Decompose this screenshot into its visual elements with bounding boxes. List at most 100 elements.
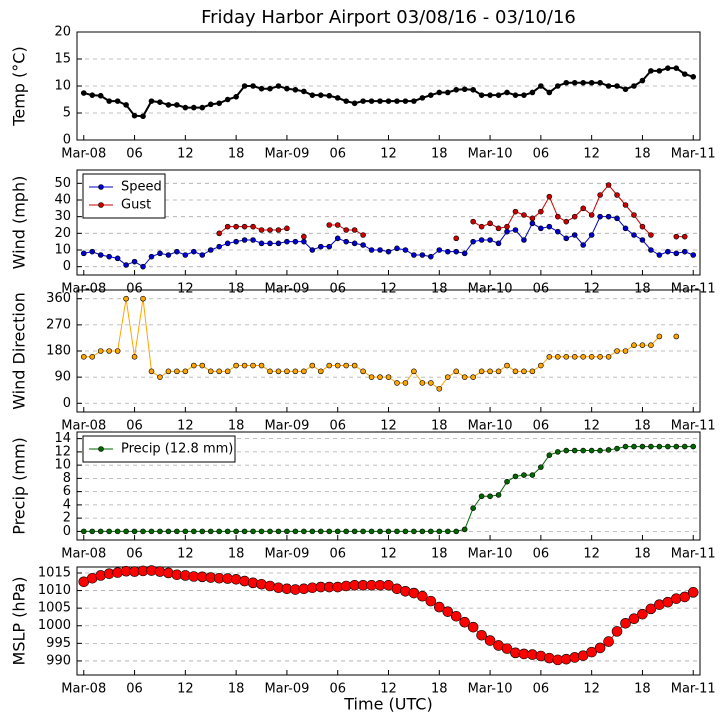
x-tick-label: 18 [431, 282, 448, 297]
data-point [343, 227, 349, 233]
y-tick-label: 0 [63, 524, 71, 539]
data-point [309, 247, 316, 253]
x-tick-label: Mar-09 [264, 682, 309, 697]
data-point [538, 225, 544, 232]
x-tick-label: 06 [329, 282, 346, 297]
x-tick-label: 18 [634, 682, 651, 697]
data-point [538, 208, 544, 215]
x-tick-label: 06 [533, 282, 550, 297]
data-point [501, 643, 513, 654]
legend-marker [98, 184, 104, 190]
x-tick-label: 06 [533, 419, 550, 434]
data-point [681, 248, 688, 255]
data-point [639, 77, 646, 84]
x-tick-label: 12 [177, 682, 194, 697]
data-point [343, 98, 349, 104]
data-point [571, 354, 578, 360]
data-point [334, 222, 341, 228]
data-point [637, 608, 648, 620]
data-point [529, 472, 536, 478]
x-tick-label: Mar-11 [671, 282, 716, 297]
data-point [467, 621, 479, 633]
series-line [83, 216, 694, 268]
data-point [123, 102, 129, 108]
data-point [224, 528, 231, 535]
data-point [597, 213, 603, 220]
data-point [97, 348, 104, 354]
data-point [241, 237, 248, 243]
data-point [614, 83, 620, 89]
data-point [199, 362, 206, 369]
data-point [241, 528, 248, 535]
data-point [275, 83, 282, 89]
data-point [487, 237, 493, 243]
data-point [368, 247, 375, 253]
data-point [80, 90, 87, 96]
x-tick-label: Mar-08 [61, 419, 106, 434]
data-point [174, 528, 180, 535]
data-point [224, 96, 231, 103]
data-point [529, 220, 536, 227]
data-point [597, 447, 603, 454]
data-point [470, 238, 476, 245]
data-point [425, 595, 437, 607]
data-point [301, 238, 307, 245]
y-tick-label: 10 [54, 79, 71, 94]
data-point [114, 348, 121, 354]
data-point [267, 528, 273, 535]
data-point [284, 225, 290, 232]
data-point [648, 232, 654, 238]
y-tick-label: 5 [63, 106, 71, 121]
x-tick-label: Mar-10 [468, 682, 513, 697]
data-point [402, 98, 409, 104]
data-point [512, 208, 519, 215]
data-point [504, 362, 510, 369]
data-point [453, 528, 460, 535]
x-tick-label: 18 [634, 282, 651, 297]
x-tick-label: Mar-08 [61, 282, 106, 297]
data-point [529, 215, 536, 222]
data-point [385, 528, 392, 535]
data-point [597, 192, 603, 198]
data-point [478, 223, 485, 230]
legend-label: Gust [121, 198, 151, 213]
data-point [563, 79, 570, 86]
x-tick-label: Mar-08 [61, 147, 106, 162]
x-tick-label: 18 [634, 419, 651, 434]
y-tick-label: 90 [54, 370, 71, 385]
data-point [521, 212, 527, 218]
data-point [538, 83, 544, 89]
data-point [648, 68, 654, 74]
data-point [673, 250, 680, 257]
x-tick-label: 18 [431, 682, 448, 697]
data-point [620, 617, 631, 629]
data-point [241, 362, 248, 369]
data-point [444, 89, 451, 96]
data-point [106, 98, 112, 104]
legend-box [82, 173, 166, 219]
data-point [368, 98, 375, 104]
data-point [80, 250, 87, 257]
data-point [611, 626, 623, 637]
plot-frame [76, 169, 701, 276]
data-point [351, 362, 358, 369]
x-axis-label: Time (UTC) [343, 695, 432, 714]
data-point [301, 88, 307, 95]
data-point [546, 223, 553, 230]
data-point [512, 368, 519, 375]
data-point [326, 92, 333, 99]
data-point [444, 248, 451, 255]
data-point [360, 528, 366, 535]
data-point [444, 528, 451, 535]
data-point [450, 610, 462, 622]
y-tick-label: 40 [54, 193, 71, 208]
data-point [89, 92, 96, 98]
data-point [571, 447, 578, 454]
data-point [419, 380, 426, 386]
y-axis-label: Precip (mm) [10, 437, 29, 535]
data-point [250, 237, 256, 243]
y-tick-label: 180 [46, 344, 71, 359]
y-tick-label: 8 [63, 471, 71, 486]
data-point [351, 227, 358, 233]
x-tick-label: 18 [228, 282, 245, 297]
